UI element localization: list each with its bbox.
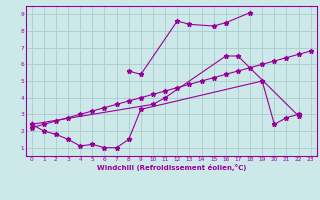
X-axis label: Windchill (Refroidissement éolien,°C): Windchill (Refroidissement éolien,°C) xyxy=(97,164,246,171)
